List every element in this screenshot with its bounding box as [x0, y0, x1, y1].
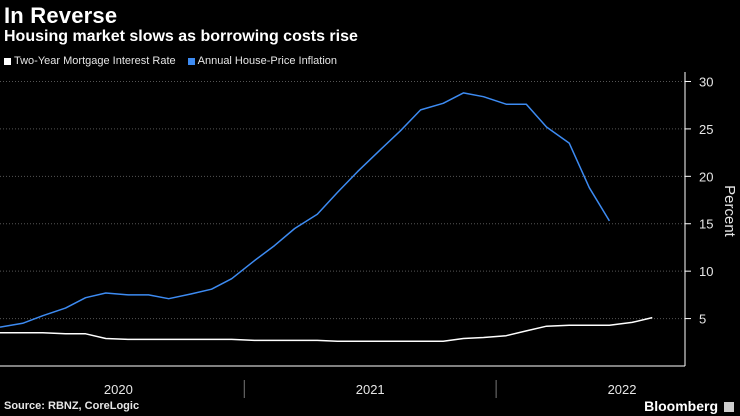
- x-tick-label-2022: 2022: [608, 382, 637, 397]
- expand-icon[interactable]: [724, 402, 734, 412]
- chart-legend: Two-Year Mortgage Interest Rate Annual H…: [4, 55, 337, 67]
- legend-swatch-inflation: [187, 57, 195, 65]
- series-line-inflation: [0, 92, 611, 328]
- legend-label-inflation: Annual House-Price Inflation: [197, 55, 338, 67]
- series-line-mortgage: [0, 316, 653, 343]
- legend-swatch-mortgage: [4, 57, 11, 65]
- source-note: Source: RBNZ, CoreLogic: [4, 400, 140, 412]
- y-tick-label-25: 25: [699, 122, 713, 137]
- x-tick-label-2020: 2020: [104, 382, 133, 397]
- y-tick-label-5: 5: [699, 312, 706, 327]
- bloomberg-logo: Bloomberg: [644, 398, 718, 414]
- y-tick-label-15: 15: [699, 217, 713, 232]
- y-axis-label: Percent: [721, 185, 738, 238]
- legend-item-inflation: Annual House-Price Inflation: [187, 55, 338, 67]
- y-tick-label-30: 30: [699, 74, 713, 89]
- chart-subtitle: Housing market slows as borrowing costs …: [4, 28, 358, 45]
- x-tick-label-2021: 2021: [356, 382, 385, 397]
- chart-title: In Reverse: [4, 3, 118, 28]
- legend-item-mortgage: Two-Year Mortgage Interest Rate: [4, 55, 176, 67]
- legend-label-mortgage: Two-Year Mortgage Interest Rate: [14, 55, 176, 67]
- y-tick-label-10: 10: [699, 264, 713, 279]
- y-tick-label-20: 20: [699, 169, 713, 184]
